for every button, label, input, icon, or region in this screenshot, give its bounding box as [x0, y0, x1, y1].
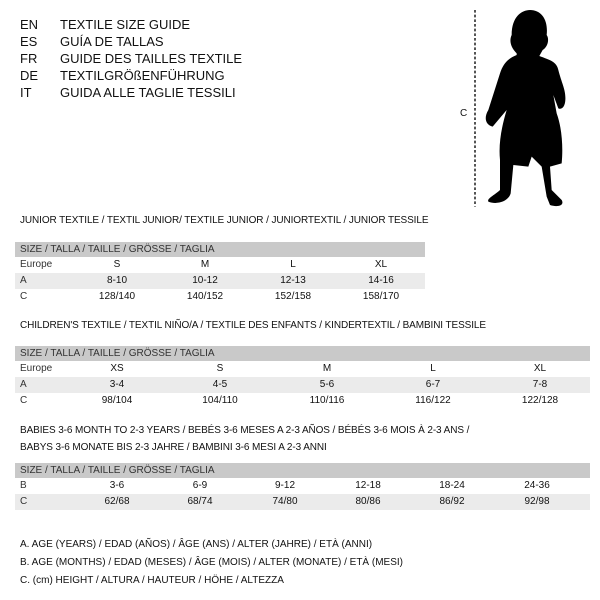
table-row: C 62/68 68/74 74/80 80/86 86/92 92/98 [15, 494, 590, 510]
section-title: BABIES 3-6 MONTH TO 2-3 YEARS / BEBÉS 3-… [20, 425, 470, 436]
table-cell: 3-4 [109, 379, 125, 390]
language-code: FR [20, 51, 38, 66]
table-cell: 86/92 [439, 496, 465, 507]
section-title: JUNIOR TEXTILE / TEXTIL JUNIOR/ TEXTILE … [20, 215, 429, 226]
row-label: B [20, 480, 27, 491]
table-cell: 18-24 [439, 480, 465, 491]
language-title: TEXTILE SIZE GUIDE [60, 17, 191, 32]
table-row: A 3-4 4-5 5-6 6-7 7-8 [15, 377, 590, 393]
table-cell: XL [533, 363, 547, 374]
table-cell: 9-12 [274, 480, 296, 491]
table-cell: 6-9 [192, 480, 208, 491]
table-cell: 10-12 [192, 275, 218, 286]
size-table: SIZE / TALLA / TAILLE / GRÖSSE / TAGLIA E… [15, 242, 425, 305]
row-label: C [20, 291, 28, 302]
table-row: C 98/104 104/110 110/116 116/122 122/128 [15, 393, 590, 409]
table-cell: 14-16 [368, 275, 394, 286]
table-row: B 3-6 6-9 9-12 12-18 18-24 24-36 [15, 478, 590, 494]
row-label: C [20, 395, 28, 406]
table-cell: 5-6 [319, 379, 335, 390]
table-cell: S [216, 363, 224, 374]
table-cell: 24-36 [524, 480, 550, 491]
table-cell: M [322, 363, 332, 374]
table-cell: XL [374, 259, 388, 270]
table-cell: 92/98 [524, 496, 550, 507]
table-header: SIZE / TALLA / TAILLE / GRÖSSE / TAGLIA [15, 346, 590, 361]
section-title: CHILDREN'S TEXTILE / TEXTIL NIÑO/A / TEX… [20, 320, 486, 331]
table-cell: M [200, 259, 210, 270]
row-label: Europe [20, 259, 53, 270]
table-cell: 3-6 [109, 480, 125, 491]
language-title: TEXTILGRÖßENFÜHRUNG [60, 68, 225, 83]
row-label: C [20, 496, 28, 507]
table-cell: 74/80 [272, 496, 298, 507]
language-title: GUIDA ALLE TAGLIE TESSILI [60, 85, 236, 100]
table-cell: 116/122 [415, 395, 451, 406]
table-cell: 7-8 [532, 379, 548, 390]
legend-line: B. AGE (MONTHS) / EDAD (MESES) / ÂGE (MO… [20, 557, 403, 568]
table-cell: 68/74 [187, 496, 213, 507]
table-cell: 6-7 [425, 379, 441, 390]
legend-line: A. AGE (YEARS) / EDAD (AÑOS) / ÂGE (ANS)… [20, 539, 373, 550]
table-cell: 98/104 [101, 395, 133, 406]
table-cell: 62/68 [104, 496, 130, 507]
table-cell: 110/116 [309, 395, 345, 406]
abbreviation-legend: A. AGE (YEARS) / EDAD (AÑOS) / ÂGE (ANS)… [20, 536, 403, 590]
language-title: GUÍA DE TALLAS [60, 34, 164, 49]
table-cell: 122/128 [521, 395, 559, 406]
row-label: A [20, 275, 27, 286]
legend-line: C. (cm) HEIGHT / ALTURA / HAUTEUR / HÖHE… [20, 575, 284, 586]
table-cell: 12-13 [280, 275, 306, 286]
table-header: SIZE / TALLA / TAILLE / GRÖSSE / TAGLIA [15, 242, 425, 257]
table-cell: 104/110 [202, 395, 238, 406]
language-code: EN [20, 17, 39, 32]
table-row: A 8-10 10-12 12-13 14-16 [15, 273, 425, 289]
table-cell: XS [110, 363, 124, 374]
table-cell: 4-5 [212, 379, 228, 390]
section-title: BABYS 3-6 MONATE BIS 2-3 JAHRE / BAMBINI… [20, 442, 327, 453]
table-cell: L [430, 363, 436, 374]
language-code: DE [20, 68, 39, 83]
row-label: Europe [20, 363, 53, 374]
language-title: GUIDE DES TAILLES TEXTILE [60, 51, 243, 66]
language-code: IT [20, 85, 32, 100]
row-label: A [20, 379, 27, 390]
table-row: Europe S M L XL [15, 257, 425, 273]
table-cell: 12-18 [355, 480, 381, 491]
table-cell: L [290, 259, 296, 270]
table-cell: 140/152 [186, 291, 224, 302]
child-silhouette [485, 10, 566, 207]
child-silhouette-icon [474, 10, 566, 207]
table-row: Europe XS S M L XL [15, 361, 590, 377]
table-cell: 158/170 [362, 291, 400, 302]
table-row: C 128/140 140/152 152/158 158/170 [15, 289, 425, 305]
table-cell: 152/158 [274, 291, 312, 302]
table-cell: S [113, 259, 121, 270]
table-header: SIZE / TALLA / TAILLE / GRÖSSE / TAGLIA [15, 463, 590, 478]
height-label: C [460, 108, 468, 119]
size-table: SIZE / TALLA / TAILLE / GRÖSSE / TAGLIA E… [15, 346, 590, 409]
table-cell: 128/140 [98, 291, 136, 302]
language-code: ES [20, 34, 38, 49]
table-cell: 8-10 [106, 275, 128, 286]
size-table: SIZE / TALLA / TAILLE / GRÖSSE / TAGLIA B… [15, 463, 590, 510]
table-cell: 80/86 [355, 496, 381, 507]
